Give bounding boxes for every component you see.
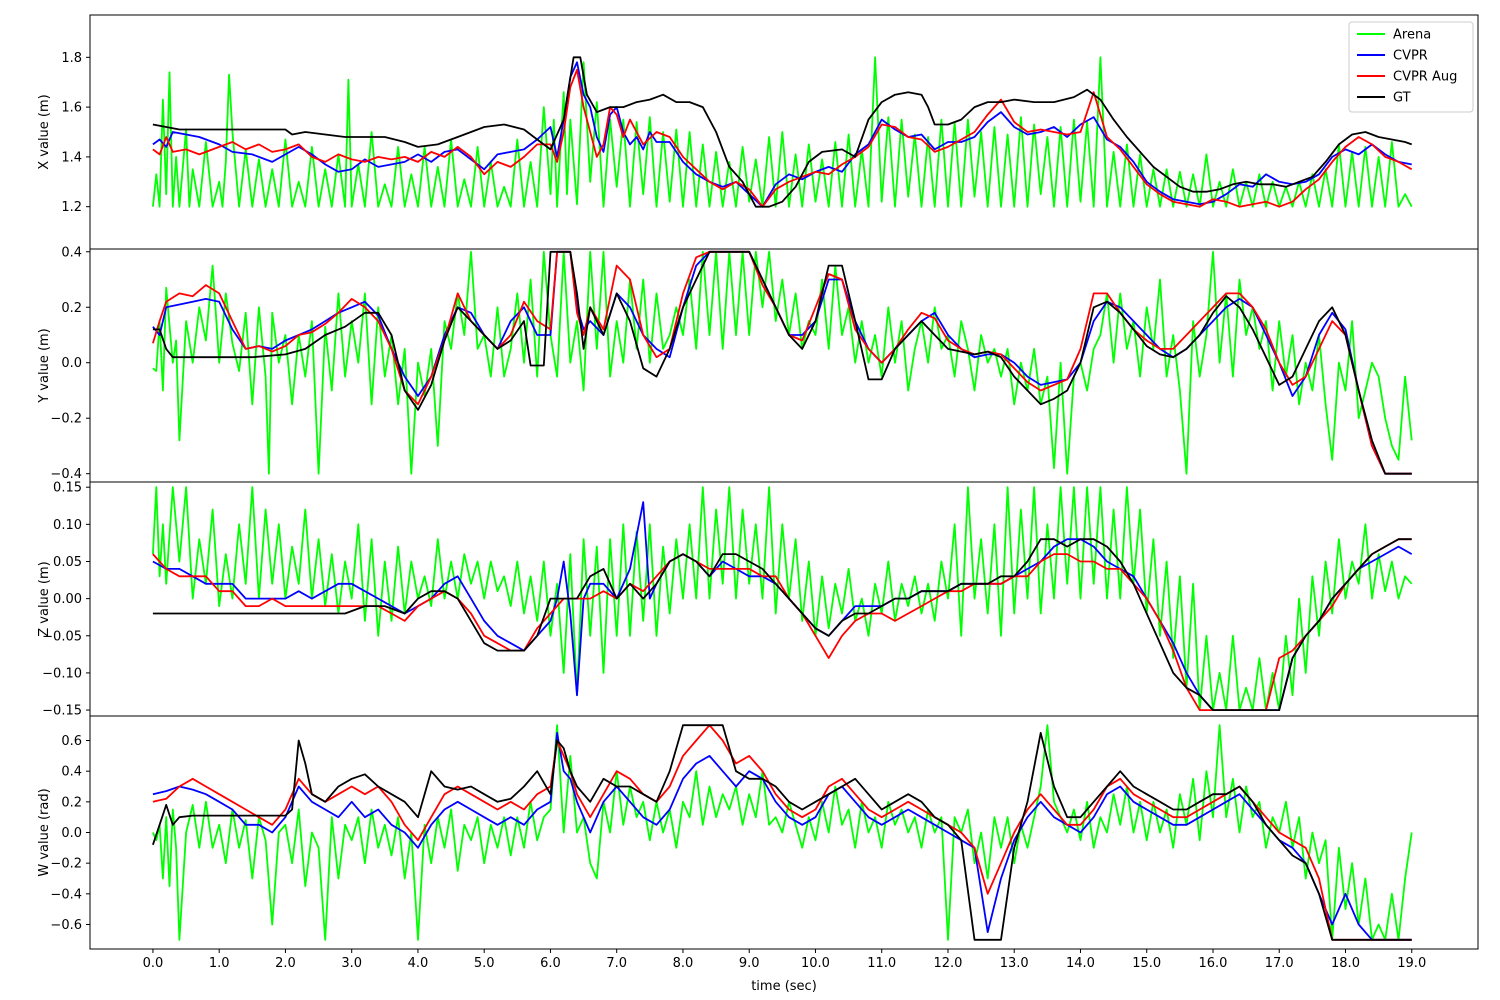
- x-tick-label: 11.0: [867, 956, 896, 971]
- series-line-cvpr: [152, 732, 1412, 941]
- series-line-gt: [152, 724, 1412, 941]
- y-axis-label: Y value (m): [37, 328, 52, 404]
- series-line-gt: [152, 538, 1412, 711]
- panel-3: −0.15 −0.10 −0.05 0.00 0.05 0.10 0.15 Z value (…: [37, 481, 1479, 719]
- series-line-arena: [152, 56, 1413, 208]
- x-tick-label: 3.0: [341, 956, 362, 971]
- x-tick-label: 8.0: [673, 956, 694, 971]
- y-axis-label: W value (rad): [37, 788, 52, 876]
- y-tick-label: −0.05: [42, 629, 82, 644]
- y-tick-label: −0.4: [50, 887, 82, 902]
- y-tick-label: 0.2: [61, 795, 82, 810]
- y-tick-label: −0.6: [50, 918, 82, 933]
- y-tick-label: −0.15: [42, 704, 82, 719]
- x-tick-label: 13.0: [1000, 956, 1029, 971]
- y-tick-label: 0.10: [53, 518, 82, 533]
- panel-1: 1.2 1.4 1.6 1.8 X value (m): [37, 14, 1479, 250]
- y-tick-label: 0.05: [53, 555, 82, 570]
- x-tick-label: 19.0: [1397, 956, 1426, 971]
- series-line-cvpr-aug: [152, 250, 1412, 475]
- legend-box: [1348, 21, 1474, 113]
- x-tick-label: 6.0: [540, 956, 561, 971]
- y-tick-label: 0.4: [61, 765, 82, 780]
- y-tick-label: −0.2: [50, 412, 82, 427]
- panel-frame: [89, 481, 1479, 717]
- y-tick-label: 1.2: [61, 200, 82, 215]
- x-tick-label: 10.0: [801, 956, 830, 971]
- series-line-cvpr: [152, 501, 1413, 711]
- series-line-gt: [152, 250, 1412, 475]
- panel-4: −0.6 −0.4 −0.2 0.0 0.2 0.4 0.6 W value (rad): [37, 715, 1479, 950]
- legend-label: GT: [1393, 91, 1411, 106]
- y-tick-label: 1.6: [61, 101, 82, 116]
- x-axis-label: time (sec): [751, 979, 817, 994]
- y-tick-label: 0.4: [61, 245, 82, 260]
- x-tick-label: 4.0: [408, 956, 429, 971]
- y-tick-label: 0.00: [53, 592, 82, 607]
- series-group: [152, 250, 1413, 475]
- series-line-gt: [152, 56, 1413, 208]
- y-tick-label: −0.2: [50, 857, 82, 872]
- series-line-arena: [152, 250, 1413, 475]
- legend-item-arena: Arena: [1357, 28, 1431, 43]
- series-group: [152, 486, 1413, 711]
- y-axis-label: X value (m): [37, 94, 52, 170]
- x-tick-label: 12.0: [933, 956, 962, 971]
- legend-item-cvpr: CVPR: [1357, 49, 1428, 64]
- series-line-arena: [152, 724, 1413, 941]
- legend-label: CVPR Aug: [1393, 70, 1457, 85]
- y-tick-label: 0.6: [61, 734, 82, 749]
- panel-2: −0.4 −0.2 0.0 0.2 0.4 Y value (m): [37, 245, 1479, 483]
- y-tick-label: 1.8: [61, 51, 82, 66]
- y-tick-label: −0.4: [50, 467, 82, 482]
- series-group: [152, 56, 1413, 208]
- series-line-cvpr-aug: [152, 538, 1412, 711]
- x-tick-label: 17.0: [1265, 956, 1294, 971]
- x-tick-label: 0.0: [143, 956, 164, 971]
- x-tick-label: 7.0: [606, 956, 627, 971]
- x-tick-label: 14.0: [1066, 956, 1095, 971]
- series-line-arena: [152, 486, 1413, 711]
- x-tick-label: 15.0: [1132, 956, 1161, 971]
- series-line-cvpr: [152, 61, 1412, 208]
- legend: Arena CVPR CVPR Aug GT: [1348, 21, 1474, 113]
- x-ticks: 0.0 1.0 2.0 3.0 4.0 5.0 6.0 7.0 8.0 9.0 10.0 11.0 12…: [143, 949, 1426, 971]
- y-tick-label: 0.0: [61, 826, 82, 841]
- x-tick-label: 18.0: [1331, 956, 1360, 971]
- legend-label: Arena: [1393, 28, 1431, 43]
- x-tick-label: 5.0: [474, 956, 495, 971]
- y-tick-label: 1.4: [61, 150, 82, 165]
- y-axis-label: Z value (m): [37, 561, 52, 637]
- x-tick-label: 16.0: [1199, 956, 1228, 971]
- panel-frame: [89, 14, 1479, 250]
- x-tick-label: 2.0: [275, 956, 296, 971]
- legend-label: CVPR: [1393, 49, 1428, 64]
- legend-item-gt: GT: [1357, 91, 1411, 106]
- y-tick-label: 0.15: [53, 481, 82, 496]
- x-tick-label: 1.0: [209, 956, 230, 971]
- y-tick-label: −0.10: [42, 666, 82, 681]
- legend-item-cvpr-aug: CVPR Aug: [1357, 70, 1457, 85]
- series-line-cvpr-aug: [152, 68, 1413, 208]
- series-group: [152, 724, 1413, 941]
- chart-panels: 1.2 1.4 1.6 1.8 X value (m) −0.4 −0.2 0.0 0.2 0.4…: [37, 14, 1479, 971]
- x-tick-label: 9.0: [739, 956, 760, 971]
- y-tick-label: 0.0: [61, 356, 82, 371]
- y-tick-label: 0.2: [61, 301, 82, 316]
